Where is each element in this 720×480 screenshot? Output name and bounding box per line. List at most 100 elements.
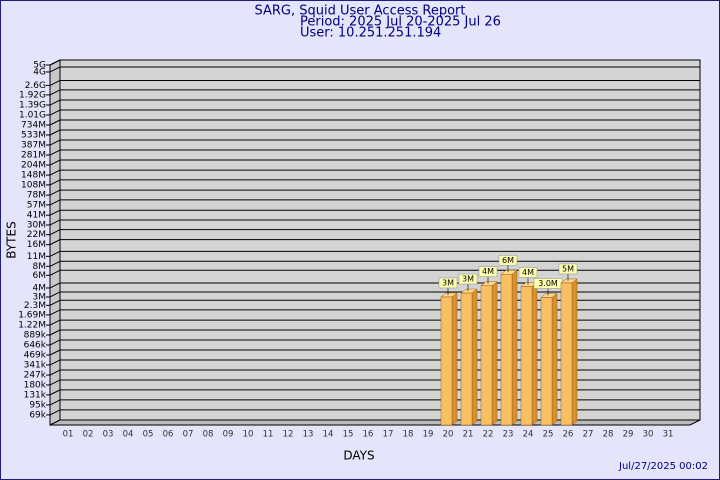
grid-line (49, 319, 61, 326)
data-label: 6M (502, 256, 514, 265)
y-tick-label: 6M (33, 271, 47, 281)
subtitle: Period: 2025 Jul 20-2025 Jul 26 (300, 15, 501, 30)
grid-line (49, 66, 61, 73)
data-label: 3.0M (538, 279, 558, 288)
y-tick-label: 533M (21, 131, 46, 141)
y-tick-label: 41M (27, 211, 46, 221)
grid-line (49, 269, 61, 276)
y-tick-label: 22M (27, 230, 46, 240)
bar-side (551, 292, 558, 426)
x-tick-label: 31 (663, 430, 674, 440)
y-tick-label: 78M (27, 191, 46, 201)
y-tick-label: 2.6G (25, 81, 46, 91)
label-box (438, 277, 458, 289)
y-tick-label: 1.69M (18, 310, 46, 320)
grid-line (49, 59, 61, 66)
grid-line (49, 260, 61, 267)
grid-line (49, 299, 61, 306)
y-tick-label: 131k (24, 390, 47, 400)
y-tick-label: 1.22M (18, 321, 46, 331)
bar-side (531, 281, 538, 426)
grid-line (49, 359, 61, 366)
x-tick-label: 27 (583, 430, 594, 440)
y-tick-label: 95k (29, 400, 46, 410)
grid-line (49, 309, 61, 316)
y-tick-label: 11M (27, 252, 46, 262)
grid-line (49, 89, 61, 96)
bar (480, 285, 493, 426)
bar (460, 292, 473, 426)
x-tick-label: 10 (243, 430, 254, 440)
grid-line (49, 139, 61, 146)
data-label: 4M (522, 268, 534, 277)
y-tick-label: 3M (33, 292, 47, 302)
x-tick-label: 05 (143, 430, 154, 440)
x-tick-label: 20 (443, 430, 454, 440)
data-label: 3M (442, 278, 454, 287)
y-tick-label: 646k (24, 340, 47, 350)
grid-line (49, 109, 61, 116)
grid-line (49, 159, 61, 166)
grid-line (49, 149, 61, 156)
data-label: 3M (462, 275, 474, 284)
grid-line (49, 209, 61, 216)
grid-line (49, 99, 61, 106)
x-tick-label: 08 (203, 430, 214, 440)
y-tick-label: 8M (33, 262, 47, 272)
data-label: 5M (562, 264, 574, 273)
grid-line (49, 409, 61, 416)
bar-side (511, 269, 518, 426)
label-box (478, 266, 498, 278)
grid-line (49, 389, 61, 396)
grid-line (49, 179, 61, 186)
grid-line (49, 199, 61, 206)
y-tick-label: 469k (24, 351, 47, 361)
y-tick-label: 341k (24, 360, 47, 370)
x-tick-label: 06 (163, 430, 174, 440)
x-tick-label: 14 (323, 430, 334, 440)
y-tick-label: 247k (24, 371, 47, 381)
x-tick-label: 29 (623, 430, 634, 440)
bar (520, 286, 533, 426)
y-tick-label: 889k (24, 331, 47, 341)
chart-title: SARG, Squid User Access Report (255, 4, 466, 19)
y-tick-label: 108M (21, 180, 46, 190)
grid-line (49, 119, 61, 126)
x-tick-label: 12 (283, 430, 294, 440)
grid-line (49, 329, 61, 336)
y-tick-label: 69k (29, 410, 46, 420)
x-tick-label: 19 (423, 430, 434, 440)
y-tick-label: 4M (33, 283, 47, 293)
bar-side (451, 292, 458, 426)
grid-line (49, 189, 61, 196)
y-tick-label: 1.39G (19, 101, 46, 111)
grid-line (49, 229, 61, 236)
grid-line (49, 349, 61, 356)
x-tick-label: 15 (343, 430, 354, 440)
grid-line (49, 250, 61, 257)
y-tick-label: 387M (21, 141, 46, 151)
x-tick-label: 22 (483, 430, 494, 440)
y-tick-label: 204M (21, 161, 46, 171)
grid-line (49, 169, 61, 176)
grid-line (49, 80, 61, 86)
label-box (558, 263, 578, 275)
x-tick-label: 25 (543, 430, 554, 440)
x-tick-label: 26 (563, 430, 574, 440)
grid-line (49, 282, 61, 289)
x-tick-label: 13 (303, 430, 314, 440)
grid-line (49, 379, 61, 386)
bar (540, 297, 553, 426)
y-tick-label: 281M (21, 151, 46, 161)
y-tick-label: 4G (33, 67, 46, 77)
x-tick-label: 09 (223, 430, 234, 440)
bar-side (571, 278, 578, 426)
x-tick-label: 02 (83, 430, 94, 440)
data-label: 4M (482, 267, 494, 276)
label-box (458, 273, 478, 285)
y-tick-label: 5G (33, 61, 46, 71)
y-tick-label: 30M (27, 220, 46, 230)
grid-line (49, 129, 61, 136)
plot-floor (49, 419, 701, 426)
y-tick-label: 1.92G (19, 90, 46, 100)
